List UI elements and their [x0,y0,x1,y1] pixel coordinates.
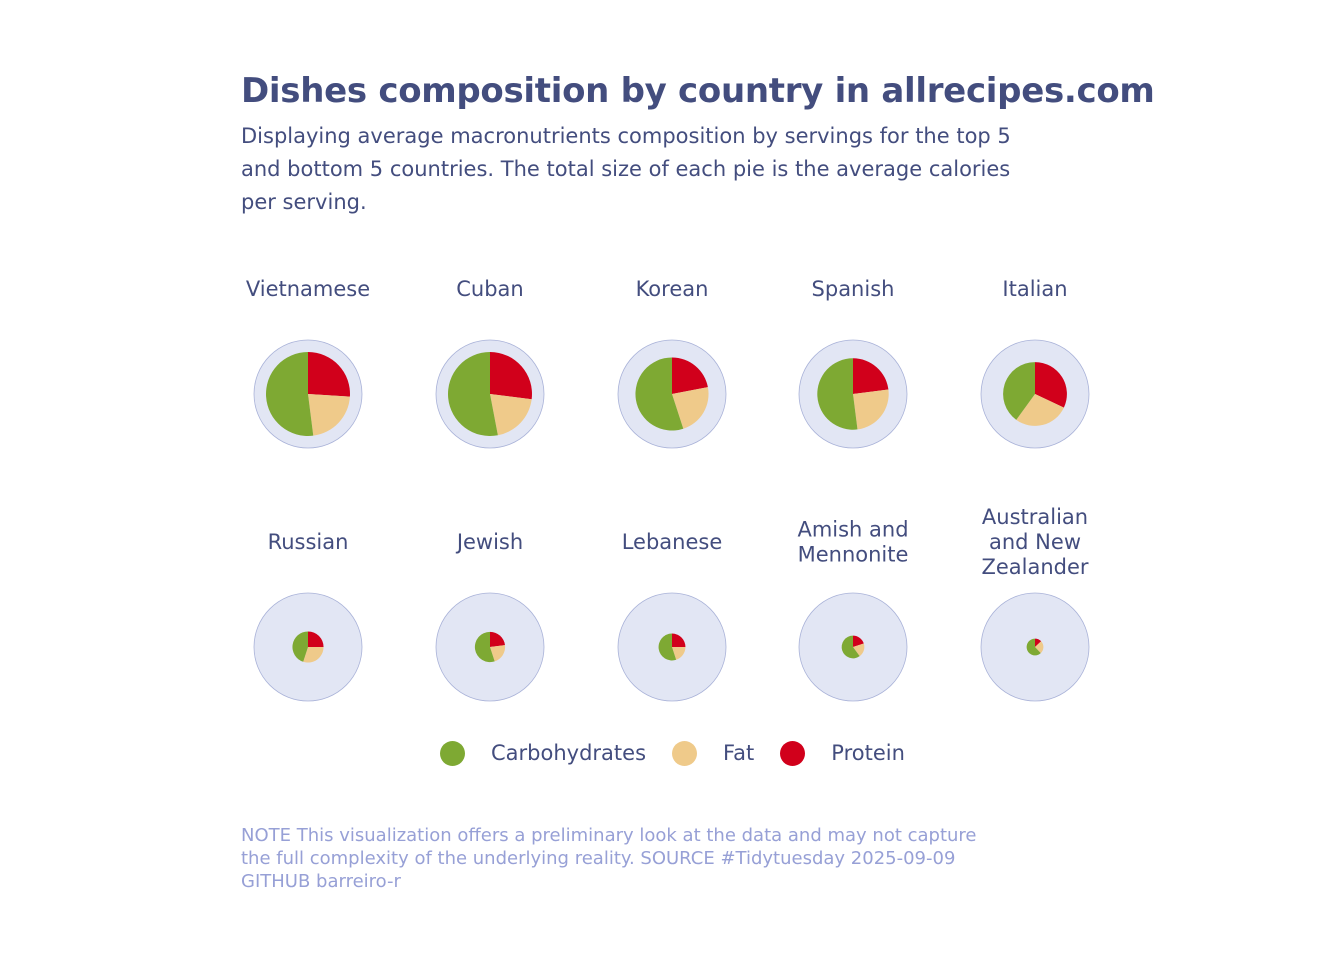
legend-item-protein: Protein [780,740,905,766]
pie-slice-fat-australian-and-new-zealander [1035,641,1044,654]
panel-label-australian-and-new-zealander: Australian and New Zealander [981,505,1088,579]
pie-slice-carbohydrates-italian [1003,362,1035,420]
panel-label-amish-and-mennonite: Amish and Mennonite [797,518,908,567]
pie-panel-lebanese: Lebanese [617,530,727,702]
legend-swatch-fat [672,740,698,766]
pie-slice-protein-vietnamese [308,352,350,397]
pie-slice-fat-spanish [853,389,889,430]
pie-slice-fat-amish-and-mennonite [853,643,865,657]
pie-slice-carbohydrates-cuban [448,352,498,437]
legend-label-fat: Fat [723,741,755,765]
pie-slice-fat-vietnamese [308,394,350,436]
source-note: NOTE This visualization offers a prelimi… [241,825,977,892]
panel-label-italian: Italian [1002,277,1067,301]
panel-label-cuban: Cuban [456,277,523,301]
pie-slice-protein-spanish [853,358,889,394]
pie-panel-amish-and-mennonite: Amish and Mennonite [797,518,909,702]
panel-label-vietnamese: Vietnamese [246,277,370,301]
pie-panel-korean: Korean [617,277,727,449]
panel-label-jewish: Jewish [455,530,523,554]
pie-slice-carbohydrates-russian [292,631,308,662]
legend-label-carbohydrates: Carbohydrates [491,741,647,765]
pie-slice-fat-italian [1016,394,1064,426]
pie-slice-fat-korean [672,387,709,429]
pie-slice-fat-jewish [490,645,506,662]
pie-slice-carbohydrates-lebanese [658,633,677,661]
legend-swatch-protein [780,740,806,766]
pie-slice-protein-italian [1035,362,1067,408]
panel-label-korean: Korean [636,277,709,301]
panel-label-russian: Russian [268,530,349,554]
pie-slice-protein-jewish [490,631,506,647]
legend-item-fat: Fat [672,740,755,766]
pie-slice-protein-russian [308,631,324,647]
pie-slice-fat-cuban [490,394,532,436]
pie-panel-australian-and-new-zealander: Australian and New Zealander [980,505,1090,702]
pie-panel-cuban: Cuban [435,277,545,449]
chart-title: Dishes composition by country in allreci… [241,71,1155,111]
pie-slice-protein-amish-and-mennonite [853,635,864,647]
pie-panel-italian: Italian [980,277,1090,449]
legend-label-protein: Protein [831,741,905,765]
panel-label-spanish: Spanish [812,277,895,301]
legend: Carbohydrates Fat Protein [440,736,931,770]
pie-slice-fat-russian [303,647,324,663]
pie-slice-fat-lebanese [672,647,686,660]
pie-slice-carbohydrates-vietnamese [266,352,314,436]
pie-slice-carbohydrates-australian-and-new-zealander [1026,638,1041,656]
panel-label-lebanese: Lebanese [622,530,723,554]
legend-swatch-carbohydrates [440,740,465,766]
pie-slice-protein-lebanese [672,633,686,647]
pie-panel-spanish: Spanish [798,277,908,449]
pie-slice-carbohydrates-amish-and-mennonite [841,635,860,659]
pie-slice-protein-cuban [490,352,533,400]
pie-slice-protein-australian-and-new-zealander [1035,638,1042,647]
legend-item-carbohydrates: Carbohydrates [440,740,647,766]
pie-slice-carbohydrates-korean [635,357,684,431]
pie-panel-vietnamese: Vietnamese [246,277,370,449]
pie-panel-russian: Russian [253,530,363,702]
chart-subtitle: Displaying average macronutrients compos… [241,124,1011,214]
pie-slice-protein-korean [672,357,708,394]
pie-panel-jewish: Jewish [435,530,545,702]
pie-slice-carbohydrates-jewish [474,631,495,663]
pie-slice-carbohydrates-spanish [817,358,858,430]
